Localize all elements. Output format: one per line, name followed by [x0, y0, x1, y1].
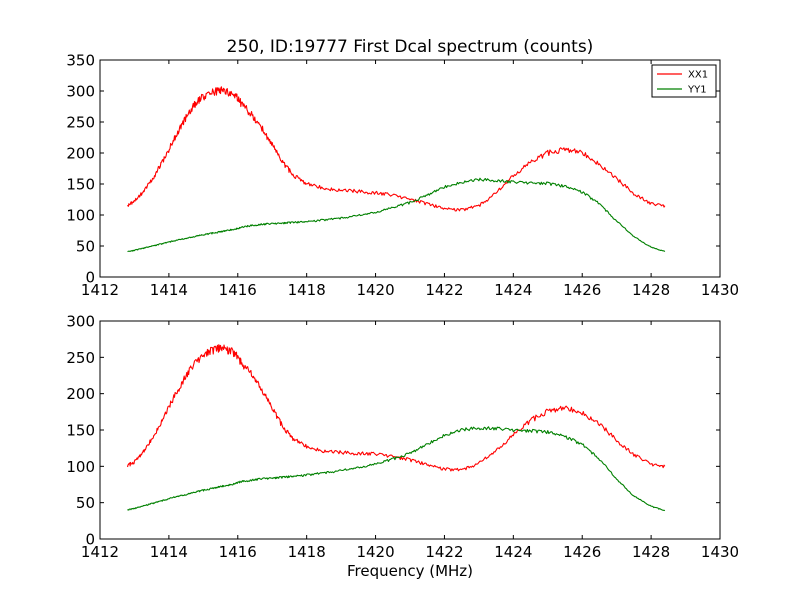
bottom-x-tick-label: 1412	[81, 543, 119, 561]
top-subplot-series-lines	[127, 86, 666, 253]
top-x-tick-label: 1412	[81, 281, 119, 299]
top-x-tick-label: 1424	[494, 281, 532, 299]
x-axis-label: Frequency (MHz)	[347, 562, 473, 580]
bottom-series-xx1-line	[127, 344, 666, 472]
bottom-subplot-series-lines	[127, 344, 666, 512]
bottom-x-tick-label: 1430	[701, 543, 739, 561]
bottom-subplot-ticks: 1412 1414 1416 1418 1420 1422 1424 1426 1428 1430…	[66, 313, 739, 562]
bottom-y-tick-label: 300	[66, 313, 95, 331]
top-x-tick-label: 1430	[701, 281, 739, 299]
top-y-tick-label: 100	[66, 207, 95, 225]
bottom-y-tick-label: 0	[85, 531, 95, 549]
bottom-y-tick-label: 100	[66, 458, 95, 476]
top-plot-frame	[99, 59, 721, 278]
legend-box	[651, 64, 717, 98]
top-series-xx1-line	[127, 86, 666, 212]
top-x-tick-label: 1414	[150, 281, 188, 299]
top-x-tick-label: 1418	[288, 281, 326, 299]
top-y-tick-label: 300	[66, 83, 95, 101]
bottom-x-tick-label: 1414	[150, 543, 188, 561]
legend: XX1 YY1	[651, 64, 717, 98]
bottom-x-tick-label: 1428	[632, 543, 670, 561]
top-x-tick-label: 1426	[563, 281, 601, 299]
top-series-yy1-line	[127, 177, 666, 253]
top-y-tick-label: 0	[85, 269, 95, 287]
top-y-tick-label: 150	[66, 176, 95, 194]
top-y-tick-label: 50	[76, 238, 95, 256]
bottom-y-tick-label: 200	[66, 385, 95, 403]
top-subplot-ticks: 1412 1414 1416 1418 1420 1422 1424 1426 1428 1430…	[66, 52, 739, 300]
bottom-x-tick-label: 1418	[288, 543, 326, 561]
chart-title: 250, ID:19777 First Dcal spectrum (count…	[227, 37, 594, 57]
top-x-tick-label: 1428	[632, 281, 670, 299]
bottom-subplot: 1412 1414 1416 1418 1420 1422 1424 1426 1428 1430…	[66, 313, 739, 581]
top-y-tick-label: 350	[66, 52, 95, 70]
bottom-y-tick-label: 250	[66, 349, 95, 367]
top-y-tick-label: 200	[66, 145, 95, 163]
bottom-y-tick-label: 50	[76, 494, 95, 512]
top-subplot: 1412 1414 1416 1418 1420 1422 1424 1426 1428 1430…	[66, 52, 739, 300]
top-y-tick-label: 250	[66, 114, 95, 132]
top-x-tick-label: 1416	[219, 281, 257, 299]
legend-label-xx1: XX1	[688, 70, 708, 81]
bottom-x-tick-label: 1426	[563, 543, 601, 561]
bottom-x-tick-label: 1416	[219, 543, 257, 561]
bottom-x-tick-label: 1424	[494, 543, 532, 561]
bottom-series-yy1-line	[127, 426, 666, 512]
top-x-tick-label: 1422	[425, 281, 463, 299]
bottom-x-tick-label: 1422	[425, 543, 463, 561]
legend-label-yy1: YY1	[687, 85, 707, 96]
bottom-y-tick-label: 150	[66, 422, 95, 440]
top-x-tick-label: 1420	[356, 281, 394, 299]
bottom-x-tick-label: 1420	[356, 543, 394, 561]
